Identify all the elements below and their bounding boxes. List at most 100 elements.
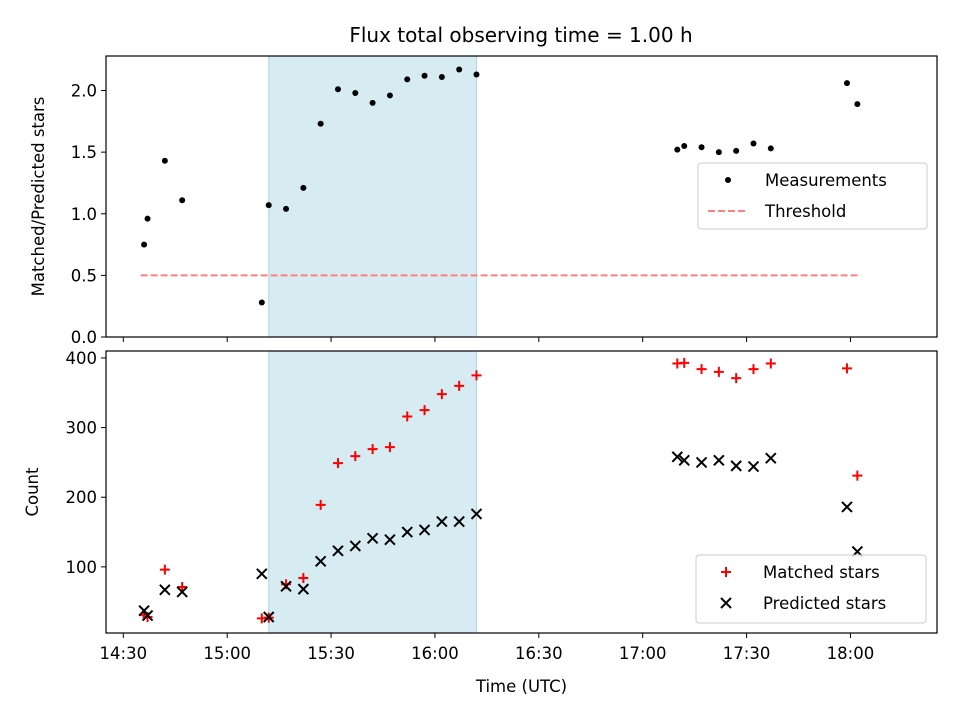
matched-star-point (402, 411, 413, 422)
measurement-point (473, 71, 480, 78)
measurement-point (369, 99, 376, 106)
predicted-star-point (747, 460, 760, 473)
measurement-point (421, 72, 428, 79)
predicted-star-point (841, 501, 853, 513)
measurement-point (334, 86, 341, 93)
predicted-star-point (332, 545, 344, 557)
predicted-star-point (297, 583, 310, 595)
top-axes-frame (105, 55, 938, 338)
top-y-axis-label: Matched/Predicted stars (29, 97, 48, 297)
predicted-star-point (314, 555, 327, 567)
measurement-point (265, 202, 272, 209)
legend-box (695, 554, 927, 624)
measurement-point (161, 157, 168, 164)
x-tick-label: 14:30 (100, 644, 148, 663)
matched-star-point (713, 366, 724, 377)
matched-star-point (765, 358, 776, 369)
bottom-y-axis-label: Count (23, 467, 42, 517)
measurement-point (179, 197, 186, 204)
matched-star-point (841, 363, 852, 374)
measurement-point (283, 205, 290, 212)
top-y-tick-label: 1.5 (71, 143, 97, 162)
matched-star-point (748, 364, 759, 375)
matched-star-point (177, 582, 188, 593)
predicted-star-point (418, 524, 431, 536)
measurement-point (258, 299, 265, 306)
matched-star-point (731, 373, 742, 384)
predicted-star-point (256, 568, 268, 580)
matched-star-point (454, 380, 465, 391)
measurement-point (698, 144, 705, 151)
matched-star-point (298, 572, 309, 583)
measurement-point (144, 215, 151, 222)
predicted-star-point (713, 454, 725, 467)
measurement-point (438, 73, 445, 80)
x-tick-label: 16:00 (411, 644, 459, 663)
x-axis-label: Time (UTC) (475, 677, 567, 696)
measurement-point (715, 149, 722, 156)
measurement-point (674, 146, 681, 153)
bottom-y-tick-label: 200 (66, 488, 98, 507)
matched-star-point (332, 458, 343, 469)
matched-star-point (159, 564, 170, 575)
predicted-star-point (470, 508, 483, 520)
x-tick-label: 17:00 (619, 644, 667, 663)
predicted-star-point (366, 532, 379, 545)
top-y-tick-label: 0.0 (71, 328, 97, 347)
x-tick-label: 18:00 (827, 644, 875, 663)
bottom-marks-layer (138, 357, 864, 624)
bottom-axes-frame (105, 350, 938, 634)
predicted-star-point (436, 515, 448, 528)
matched-star-point (696, 364, 707, 375)
predicted-star-point (730, 460, 742, 472)
bottom-tick-layer: 100 200 300 400 14:30 15:00 15:30 16:00 16:30 17:… (66, 349, 875, 663)
predicted-star-point (349, 540, 362, 552)
measurement-point (767, 145, 774, 152)
top-marks-layer (140, 66, 861, 306)
legend-label: Measurements (765, 171, 887, 190)
top-highlight-layer (268, 55, 477, 338)
predicted-star-point (695, 456, 708, 469)
legend-label: Predicted stars (763, 594, 886, 613)
legend-box (697, 162, 928, 230)
predicted-star-point (141, 609, 154, 622)
measurement-point (750, 140, 757, 147)
measurement-point (386, 92, 393, 99)
measurement-point (843, 80, 850, 87)
measurement-point (317, 120, 324, 127)
bottom-y-tick-label: 100 (66, 558, 98, 577)
x-tick-label: 15:30 (307, 644, 355, 663)
x-tick-label: 16:30 (515, 644, 563, 663)
predicted-star-point (159, 584, 171, 596)
measurement-point (352, 89, 359, 96)
bottom-y-tick-label: 400 (66, 349, 98, 368)
legend-marker (720, 597, 732, 609)
matched-star-point (384, 442, 395, 453)
top-observing-window-span (268, 55, 477, 338)
ratio-panel: 0.00.51.01.52.0 Matched/Predicted stars … (29, 55, 938, 347)
measurement-point (854, 101, 861, 108)
predicted-star-point (765, 452, 777, 464)
measurement-point (681, 142, 688, 149)
predicted-star-point (671, 451, 684, 463)
measurement-point (141, 241, 148, 248)
measurement-point (456, 66, 463, 73)
matched-star-point (471, 370, 482, 381)
bottom-y-tick-label: 300 (66, 419, 98, 438)
matched-star-point (350, 451, 361, 462)
top-tick-layer: 0.0 0.5 1.0 1.5 2.0 (71, 82, 851, 347)
legend-label: Threshold (764, 202, 846, 221)
measurement-point (404, 76, 411, 83)
legend-label: Matched stars (763, 563, 880, 582)
predicted-star-point (176, 586, 188, 598)
count-panel: 100 200 300 400 14:30 15:00 15:30 16:00 16:30 17:… (23, 349, 938, 696)
predicted-star-point (678, 454, 690, 467)
legend-marker (721, 567, 731, 577)
x-tick-label: 15:00 (203, 644, 251, 663)
measurement-point (733, 147, 740, 154)
predicted-star-point (453, 515, 465, 528)
predicted-star-point (384, 533, 396, 546)
top-y-tick-label: 0.5 (71, 266, 97, 285)
matched-star-point (679, 357, 690, 368)
